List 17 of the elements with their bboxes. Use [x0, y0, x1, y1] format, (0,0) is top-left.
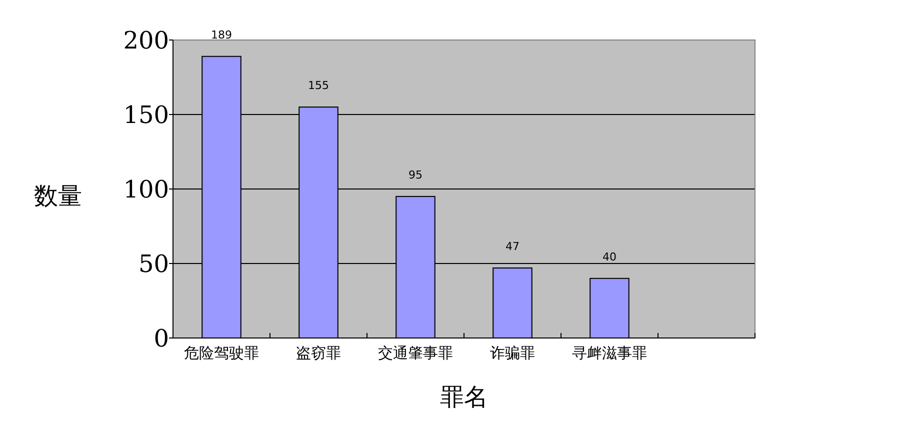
x-tick-label: 诈骗罪	[490, 344, 535, 362]
y-axis-title: 数量	[34, 182, 82, 210]
y-tick-label: 50	[138, 250, 169, 278]
data-label: 155	[308, 79, 329, 92]
data-label: 40	[602, 250, 616, 264]
y-tick-label: 100	[123, 175, 169, 204]
data-label: 47	[506, 240, 520, 253]
x-tick-label: 危险驾驶罪	[184, 344, 259, 362]
y-tick-label: 200	[123, 26, 169, 54]
y-tick-label: 0	[154, 324, 169, 352]
y-tick-label: 150	[123, 100, 169, 129]
x-tick-label: 盗窃罪	[296, 344, 341, 362]
x-axis-title: 罪名	[440, 383, 488, 411]
x-tick-label: 交通肇事罪	[378, 344, 453, 362]
x-tick-label: 寻衅滋事罪	[572, 344, 647, 362]
data-label: 95	[408, 168, 422, 182]
data-label: 189	[211, 28, 232, 42]
